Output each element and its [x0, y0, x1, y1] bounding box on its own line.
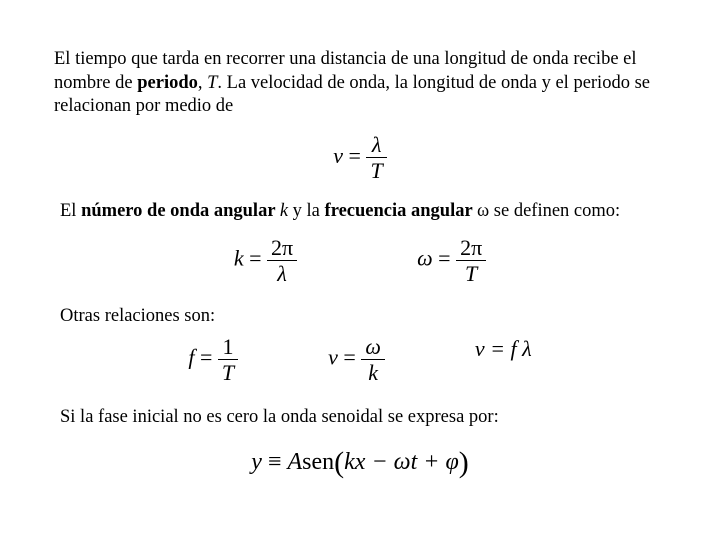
equation-velocity: v = λT [54, 133, 666, 182]
numerator: λ [366, 133, 386, 158]
eq-A: A [287, 449, 302, 475]
numerator: 2π [456, 236, 486, 261]
paragraph-other-relations: Otras relaciones son: [54, 305, 215, 329]
denominator: k [361, 360, 385, 384]
row-other-relations: Otras relaciones son: [54, 305, 666, 329]
numerator: ω [361, 335, 385, 360]
denominator: T [218, 360, 238, 384]
term-numero-onda: número de onda angular [81, 201, 280, 221]
text: El [60, 201, 81, 221]
text: , [198, 73, 207, 93]
equation-k: k = 2πλ [234, 236, 297, 285]
numerator: 1 [218, 335, 238, 360]
equation-row-k-omega: k = 2πλ ω = 2πT [54, 236, 666, 285]
eq-equals: = [343, 143, 366, 168]
equation-v-f-lambda: v = f λ [475, 335, 532, 384]
eq-sen: sen [302, 449, 334, 475]
paragraph-period-definition: El tiempo que tarda en recorrer una dist… [54, 48, 666, 119]
symbol-k: k [280, 201, 288, 221]
fraction: 1T [218, 335, 238, 384]
fraction: ωk [361, 335, 385, 384]
fraction: 2πT [456, 236, 486, 285]
paragraph-phase: Si la fase inicial no es cero la onda se… [54, 406, 666, 430]
equation-v-omega-k: v = ωk [328, 335, 385, 384]
fraction: λT [366, 133, 386, 182]
equation-wave: y ≡ Asen(kx − ωt + φ) [54, 444, 666, 482]
eq-lhs: k [234, 246, 244, 271]
text: y la [288, 201, 324, 221]
paren-open: ( [334, 446, 344, 479]
fraction: 2πλ [267, 236, 297, 285]
eq-equiv: ≡ [262, 449, 288, 475]
denominator: λ [267, 261, 297, 285]
paragraph-angular-definitions: El número de onda angular k y la frecuen… [54, 200, 666, 224]
eq-lhs: v [333, 143, 343, 168]
eq-body: kx − ωt + φ [344, 449, 459, 475]
document-page: El tiempo que tarda en recorrer una dist… [0, 0, 720, 510]
equation-row-three: f = 1T v = ωk v = f λ [54, 335, 666, 384]
eq-lhs: ω [417, 246, 433, 271]
equation-f: f = 1T [188, 335, 238, 384]
numerator: 2π [267, 236, 297, 261]
symbol-omega: ω [477, 201, 489, 221]
paren-close: ) [459, 446, 469, 479]
eq-lhs: v [328, 344, 338, 369]
term-periodo: periodo [137, 73, 198, 93]
denominator: T [456, 261, 486, 285]
denominator: T [366, 158, 386, 182]
text: se definen como: [489, 201, 620, 221]
symbol-T: T [207, 73, 217, 93]
equation-omega: ω = 2πT [417, 236, 486, 285]
eq-lhs: y [251, 449, 262, 475]
term-frecuencia-angular: frecuencia angular [325, 201, 477, 221]
